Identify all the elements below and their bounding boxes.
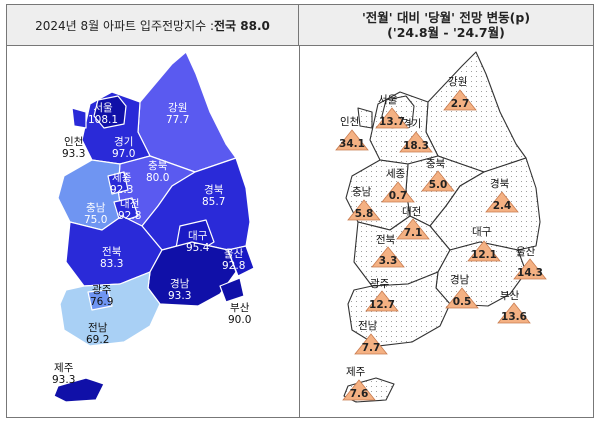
region-shape-gwangju bbox=[87, 289, 113, 311]
change-triangle-daegu: 12.1 bbox=[467, 240, 501, 262]
right-name-jeonnam: 전남 bbox=[358, 320, 378, 332]
change-triangle-incheon: 34.1 bbox=[335, 129, 369, 151]
right-name-chungbuk: 충북 bbox=[426, 158, 446, 170]
change-triangle-chungnam: 5.8 bbox=[347, 199, 381, 221]
region-shape-jeonnam bbox=[59, 271, 161, 347]
region-shape-jeju bbox=[53, 377, 105, 403]
left-panel-header: 2024년 8월 아파트 입주전망지수 : 전국 88.0 bbox=[7, 5, 299, 46]
change-triangle-chungbuk: 5.0 bbox=[421, 170, 455, 192]
right-name-ulsan: 울산 bbox=[516, 246, 536, 258]
region-shape-daejeon bbox=[113, 197, 139, 223]
region-shape-sejong bbox=[107, 171, 129, 195]
left-label-gangwon: 강원 77.7 bbox=[166, 102, 190, 126]
region-shape-seoul bbox=[93, 95, 127, 129]
change-triangle-gangwon: 2.7 bbox=[443, 89, 477, 111]
right-name-sejong: 세종 bbox=[386, 168, 406, 180]
change-triangle-jeju: 7.6 bbox=[342, 379, 376, 401]
right-name-chungnam: 충남 bbox=[352, 186, 372, 198]
change-triangle-daejeon: 7.1 bbox=[396, 218, 430, 240]
change-triangle-ulsan: 14.3 bbox=[513, 258, 547, 280]
left-label-jeju: 제주 93.3 bbox=[52, 362, 76, 386]
change-triangle-gwangju: 12.7 bbox=[365, 290, 399, 312]
right-region-shape-gangwon bbox=[425, 51, 527, 173]
right-name-busan: 부산 bbox=[500, 290, 520, 302]
change-triangle-jeonnam: 7.7 bbox=[354, 333, 388, 355]
left-label-gwangju: 광주 76.9 bbox=[90, 284, 114, 308]
change-triangle-jeonbuk: 3.3 bbox=[371, 246, 405, 268]
right-name-jeju: 제주 bbox=[346, 366, 366, 378]
right-name-incheon: 인천 bbox=[340, 116, 360, 128]
region-shape-incheon bbox=[71, 107, 87, 129]
right-name-gangwon: 강원 bbox=[448, 76, 468, 88]
right-name-jeonbuk: 전북 bbox=[376, 234, 396, 246]
right-name-gyeongnam: 경남 bbox=[450, 274, 470, 286]
right-title-line1: '전월' 대비 '당월' 전망 변동(p) bbox=[361, 10, 531, 25]
change-triangle-gyeongbuk: 2.4 bbox=[485, 191, 519, 213]
right-region-shape-incheon bbox=[357, 107, 373, 129]
left-label-seoul: 서울 108.1 bbox=[88, 102, 119, 126]
right-panel-header: '전월' 대비 '당월' 전망 변동(p) ('24.8월 - '24.7월) bbox=[299, 5, 593, 46]
left-title-prefix: 2024년 8월 아파트 입주전망지수 : bbox=[35, 18, 215, 33]
left-label-sejong: 세종 92.3 bbox=[110, 172, 134, 196]
change-triangle-gyeongnam: 0.5 bbox=[445, 287, 479, 309]
change-triangle-busan: 13.6 bbox=[497, 302, 531, 324]
change-triangle-gyeonggi: 18.3 bbox=[399, 131, 433, 153]
right-name-daejeon: 대전 bbox=[402, 206, 422, 218]
change-triangle-sejong: 0.7 bbox=[381, 181, 415, 203]
left-label-gyeonggi: 경기 97.0 bbox=[112, 136, 136, 160]
region-shape-busan bbox=[219, 277, 245, 303]
right-name-seoul: 서울 bbox=[378, 94, 398, 106]
change-triangle-seoul: 13.7 bbox=[375, 107, 409, 129]
region-shape-ulsan bbox=[227, 245, 255, 277]
left-label-chungbuk: 충북 80.0 bbox=[146, 160, 170, 184]
right-name-daegu: 대구 bbox=[472, 226, 492, 238]
left-label-chungnam: 충남 75.0 bbox=[84, 202, 108, 226]
left-label-daegu: 대구 95.4 bbox=[186, 230, 210, 254]
left-label-busan: 부산 90.0 bbox=[228, 302, 252, 326]
left-label-incheon: 인천 93.3 bbox=[62, 136, 86, 160]
right-name-gyeongbuk: 경북 bbox=[490, 178, 510, 190]
left-label-ulsan: 울산 92.8 bbox=[222, 248, 246, 272]
right-name-gwangju: 광주 bbox=[370, 278, 390, 290]
left-label-gyeongnam: 경남 93.3 bbox=[168, 278, 192, 302]
left-label-jeonbuk: 전북 83.3 bbox=[100, 246, 124, 270]
panel-divider bbox=[299, 46, 300, 417]
left-label-daejeon: 대전 92.8 bbox=[118, 198, 142, 222]
left-label-gyeongbuk: 경북 85.7 bbox=[202, 184, 226, 208]
right-title-line2: ('24.8월 - '24.7월) bbox=[387, 25, 505, 40]
right-region-shape-jeonnam bbox=[347, 271, 451, 347]
left-title-national: 전국 88.0 bbox=[214, 18, 270, 33]
left-label-jeonnam: 전남 69.2 bbox=[86, 322, 110, 346]
